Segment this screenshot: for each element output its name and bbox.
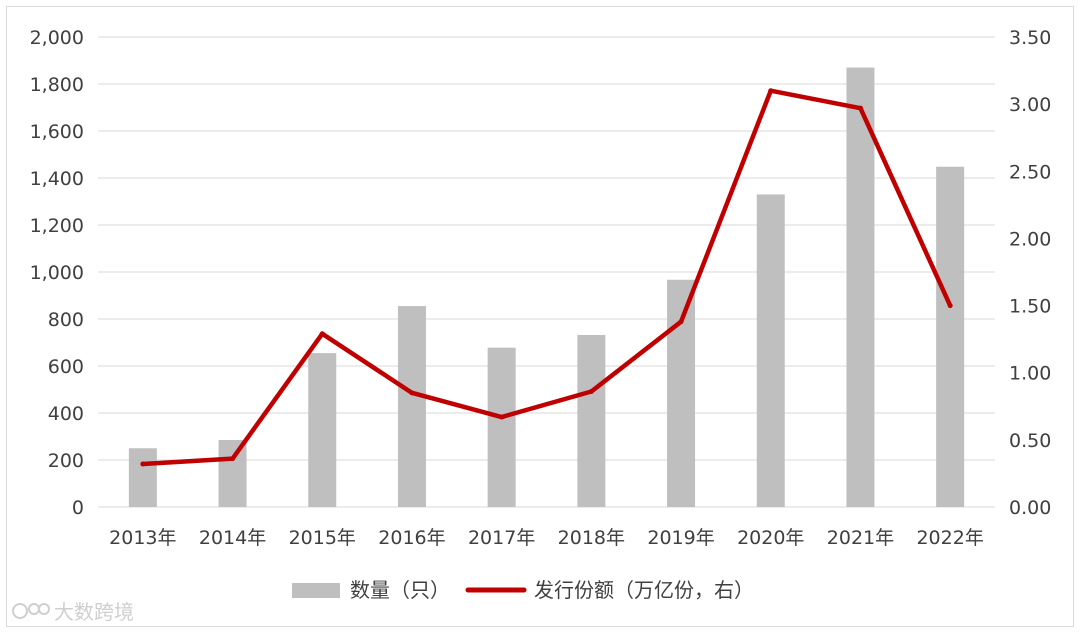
- x-tick-label: 2013年: [109, 527, 176, 549]
- left-tick-label: 800: [48, 309, 84, 331]
- x-tick-label: 2020年: [737, 527, 804, 549]
- right-tick-label: 2.50: [1009, 161, 1051, 183]
- line-point: [768, 88, 774, 94]
- left-axis-ticks: 0 200 400 600 800 1,000 1,200 1,400 1,600 1,800 2,…: [30, 27, 84, 519]
- x-tick-label: 2017年: [468, 527, 535, 549]
- line-point: [230, 456, 236, 462]
- bar: [577, 334, 606, 507]
- legend-label-bars: 数量（只）: [350, 578, 450, 602]
- x-tick-label: 2019年: [647, 527, 714, 549]
- left-tick-label: 1,800: [30, 74, 84, 96]
- right-tick-label: 3.50: [1009, 27, 1051, 49]
- line-point: [678, 319, 684, 325]
- bar: [936, 166, 965, 507]
- bar-series: [128, 67, 965, 508]
- watermark-text: 大数跨境: [54, 600, 134, 624]
- watermark: 大数跨境: [12, 600, 134, 624]
- gridlines: [98, 36, 995, 508]
- line-point: [140, 461, 146, 467]
- line-point: [499, 414, 505, 420]
- bar: [846, 67, 875, 508]
- left-tick-label: 0: [72, 497, 84, 519]
- legend: 数量（只） 发行份额（万亿份，右）: [292, 578, 754, 602]
- left-tick-label: 1,000: [30, 262, 84, 284]
- left-tick-label: 400: [48, 403, 84, 425]
- x-tick-label: 2014年: [199, 527, 266, 549]
- bar: [756, 194, 785, 507]
- bar: [487, 347, 516, 507]
- left-tick-label: 1,400: [30, 168, 84, 190]
- series-line: [140, 88, 953, 467]
- left-tick-label: 1,200: [30, 215, 84, 237]
- line-point: [947, 303, 953, 309]
- bar: [397, 306, 426, 507]
- x-tick-label: 2018年: [558, 527, 625, 549]
- right-tick-label: 1.00: [1009, 363, 1051, 385]
- x-tick-label: 2016年: [378, 527, 445, 549]
- x-axis-ticks: 2013年 2014年 2015年 2016年 2017年 2018年 2019年 2020年…: [109, 527, 984, 549]
- line-series: [140, 88, 953, 467]
- x-tick-label: 2022年: [916, 527, 983, 549]
- right-axis-ticks: 0.00 0.50 1.00 1.50 2.00 2.50 3.00 3.50: [1009, 27, 1051, 519]
- right-tick-label: 3.00: [1009, 94, 1051, 116]
- right-tick-label: 1.50: [1009, 296, 1051, 318]
- bar: [218, 440, 247, 507]
- chart-frame: [6, 6, 1074, 627]
- left-tick-label: 200: [48, 450, 84, 472]
- legend-swatch-bars: [292, 583, 340, 598]
- left-tick-label: 1,600: [30, 121, 84, 143]
- line-point: [319, 331, 325, 337]
- line-point: [409, 390, 415, 396]
- bar: [667, 279, 696, 507]
- right-tick-label: 2.00: [1009, 228, 1051, 250]
- bar: [128, 448, 157, 507]
- watermark-logo-icon: [12, 603, 50, 619]
- x-tick-label: 2015年: [289, 527, 356, 549]
- right-tick-label: 0.00: [1009, 497, 1051, 519]
- line-point: [588, 389, 594, 395]
- line-point: [857, 105, 863, 111]
- right-tick-label: 0.50: [1009, 430, 1051, 452]
- bar: [308, 353, 337, 507]
- x-tick-label: 2021年: [827, 527, 894, 549]
- legend-label-line: 发行份额（万亿份，右）: [534, 578, 754, 602]
- left-tick-label: 600: [48, 356, 84, 378]
- left-tick-label: 2,000: [30, 27, 84, 49]
